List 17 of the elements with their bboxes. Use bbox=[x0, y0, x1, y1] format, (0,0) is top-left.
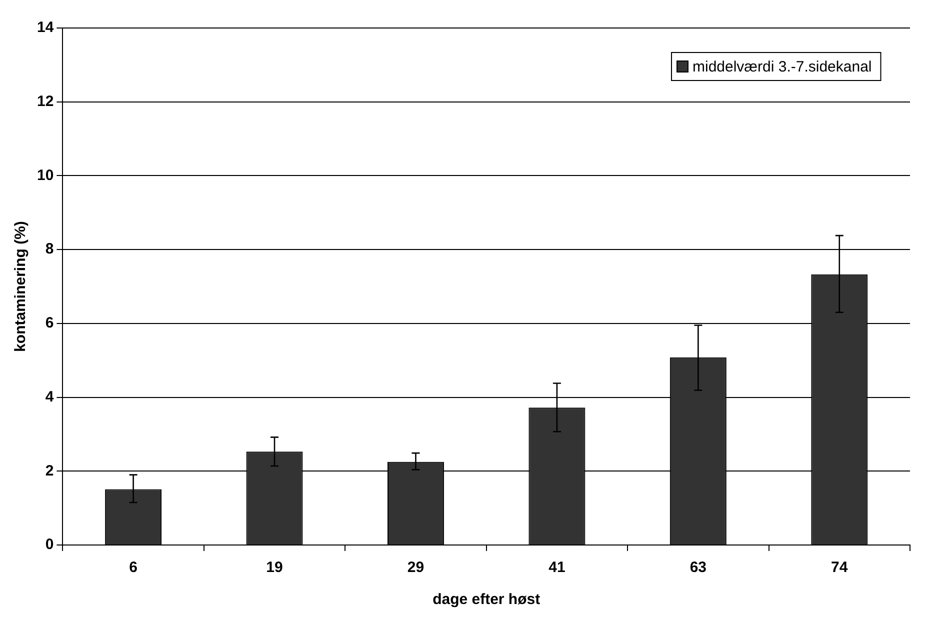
x-axis-title: dage efter høst bbox=[432, 591, 540, 608]
y-tick-label: 10 bbox=[36, 166, 54, 184]
x-tick-label: 19 bbox=[266, 559, 283, 576]
x-tick-label: 6 bbox=[129, 559, 138, 576]
x-tick-label: 74 bbox=[831, 559, 848, 576]
y-tick-label: 2 bbox=[45, 462, 54, 480]
x-tick-label: 41 bbox=[548, 559, 566, 576]
y-tick-label: 4 bbox=[45, 388, 54, 406]
y-tick-label: 6 bbox=[45, 314, 54, 332]
y-tick-label: 8 bbox=[45, 240, 54, 258]
y-tick-label: 14 bbox=[36, 19, 54, 36]
y-axis-title: kontaminering (%) bbox=[12, 221, 30, 352]
y-tick-label: 12 bbox=[36, 93, 54, 110]
legend-label: middelværdi 3.-7.sidekanal bbox=[692, 58, 872, 76]
y-tick-label: 0 bbox=[45, 536, 54, 554]
x-tick-label: 63 bbox=[690, 559, 707, 576]
x-tick-label: 29 bbox=[407, 559, 424, 576]
